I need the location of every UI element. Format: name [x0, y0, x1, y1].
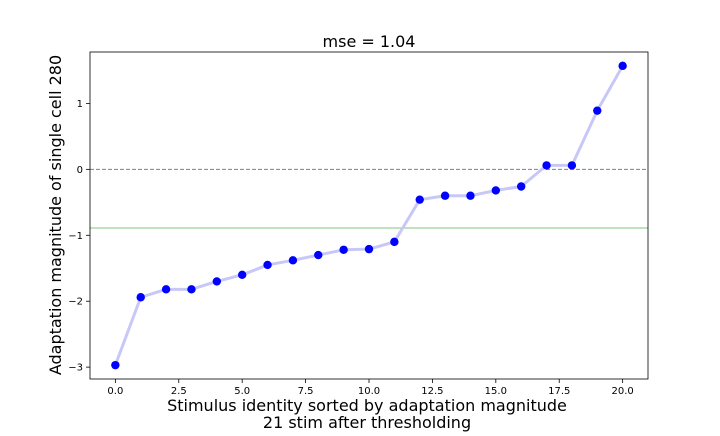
- series-layer: [111, 61, 627, 370]
- y-axis-label: Adaptation magnitude of single cell 280: [46, 55, 65, 375]
- y-tick-label: −1: [68, 231, 83, 242]
- x-tick-label: 15.0: [485, 386, 507, 397]
- y-tick-label: 1: [77, 99, 83, 110]
- data-point: [339, 245, 348, 254]
- data-point: [364, 244, 374, 254]
- x-tick-label: 17.5: [548, 386, 570, 397]
- data-point: [136, 293, 145, 302]
- y-tick-label: −3: [68, 363, 83, 374]
- x-tick-label: 12.5: [421, 386, 443, 397]
- data-point: [415, 195, 424, 204]
- y-axis: −3 −2 −1 0 1: [68, 99, 90, 374]
- x-tick-label: 10.0: [358, 386, 380, 397]
- series-line: [113, 65, 624, 366]
- data-point: [187, 285, 196, 294]
- data-point: [111, 360, 120, 370]
- data-point: [237, 270, 247, 280]
- data-point: [491, 186, 501, 195]
- data-point: [212, 277, 222, 286]
- data-point: [542, 161, 551, 170]
- data-point: [288, 256, 298, 265]
- data-point: [440, 191, 450, 200]
- data-point: [516, 182, 526, 191]
- x-axis-label: Stimulus identity sorted by adaptation m…: [167, 396, 567, 415]
- x-tick-label: 5.0: [234, 386, 250, 397]
- data-point: [466, 191, 475, 200]
- y-tick-label: 0: [77, 165, 83, 176]
- x-tick-label: 7.5: [298, 386, 314, 397]
- x-axis-label-line-2: 21 stim after thresholding: [263, 413, 471, 432]
- data-point: [390, 237, 399, 247]
- data-point: [593, 106, 602, 115]
- plot-frame: [89, 51, 649, 380]
- x-tick-label: 0.0: [107, 386, 123, 397]
- x-tick-label: 20.0: [612, 386, 634, 397]
- chart-title: mse = 1.04: [323, 32, 416, 51]
- y-tick-label: −2: [68, 297, 83, 308]
- data-point: [263, 260, 272, 270]
- data-point: [618, 61, 627, 71]
- data-point: [567, 161, 577, 170]
- x-axis: 0.0 2.5 5.0 7.5 10.0 12.5 15.0 17.5 20.0: [107, 379, 634, 397]
- x-tick-label: 2.5: [171, 386, 187, 397]
- reference-lines: [90, 168, 648, 229]
- data-point: [161, 285, 171, 294]
- data-point: [314, 250, 323, 260]
